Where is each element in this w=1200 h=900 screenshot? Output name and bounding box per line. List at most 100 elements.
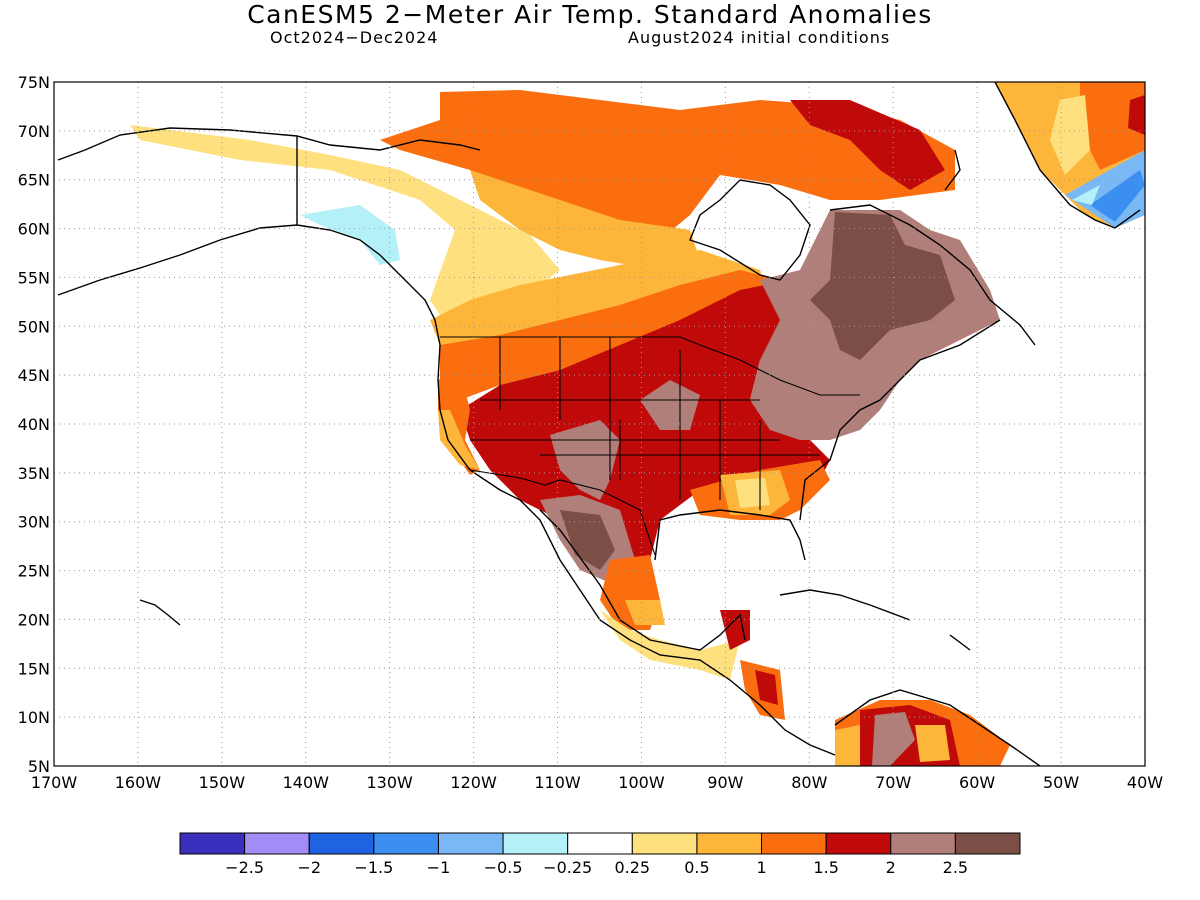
anomaly-region — [835, 725, 860, 766]
anomaly-region — [640, 380, 700, 430]
anomaly-region — [300, 205, 400, 265]
border-us-mexico — [469, 469, 656, 556]
anomaly-region — [1128, 95, 1145, 135]
anomaly-region — [735, 478, 770, 508]
legend-swatch — [373, 832, 439, 855]
coastlines — [57, 82, 1141, 766]
lon-tick-label: 110W — [534, 773, 581, 792]
lon-tick-label: 60W — [959, 773, 995, 792]
legend-label: −2.5 — [225, 858, 264, 877]
lat-tick-label: 50N — [18, 317, 50, 336]
legend-label: −2 — [297, 858, 321, 877]
map-frame — [53, 81, 1146, 767]
coastline-south-america — [834, 689, 1041, 766]
lon-tick-label: 40W — [1127, 773, 1163, 792]
lat-tick-label: 40N — [18, 415, 50, 434]
legend-swatch — [954, 832, 1021, 855]
legend-label: 1 — [756, 858, 766, 877]
anomaly-region — [625, 600, 665, 625]
legend-swatch — [437, 832, 504, 855]
lon-tick-label: 140W — [283, 773, 330, 792]
political-borders — [440, 336, 860, 556]
coastline-labrador — [829, 204, 1036, 346]
anomaly-region — [438, 410, 480, 470]
lat-tick-label: 15N — [18, 659, 50, 678]
lon-tick-label: 160W — [115, 773, 162, 792]
legend-swatch — [244, 832, 310, 855]
lat-tick-label: 10N — [18, 708, 50, 727]
legend-labels: −2.5 −2 −1.5 −1 −0.5 −0.25 0.25 0.5 1 1.5 2 2.5 — [225, 858, 968, 877]
coastline-caribbean — [779, 589, 971, 651]
anomaly-region — [560, 510, 615, 570]
anomaly-region — [130, 125, 560, 330]
legend-label: 2 — [886, 858, 896, 877]
legend-label: 0.25 — [614, 858, 650, 877]
lat-tick-label: 70N — [18, 122, 50, 141]
coastline-hawaii — [139, 599, 181, 626]
anomaly-region — [470, 170, 700, 270]
legend-swatch — [825, 832, 892, 855]
lat-tick-label: 5N — [28, 757, 50, 776]
anomaly-region — [1050, 95, 1090, 175]
legend-swatch — [567, 832, 633, 855]
lat-tick-label: 25N — [18, 562, 50, 581]
lat-tick-label: 20N — [18, 610, 50, 629]
lon-tick-label: 50W — [1043, 773, 1079, 792]
lat-tick-label: 35N — [18, 464, 50, 483]
anomaly-region — [810, 212, 955, 360]
anomaly-region — [1080, 82, 1145, 170]
anomaly-region — [1072, 185, 1100, 205]
legend-swatch — [502, 832, 569, 855]
graticule — [54, 82, 1145, 766]
anomaly-region — [872, 712, 915, 766]
lat-tick-label: 65N — [18, 171, 50, 190]
legend-swatch — [179, 832, 246, 855]
legend-label: −0.5 — [484, 858, 523, 877]
lon-tick-label: 130W — [367, 773, 414, 792]
border-us-canada — [440, 336, 860, 396]
legend-swatch — [696, 832, 763, 855]
legend-label: −1 — [427, 858, 451, 877]
legend-swatch — [308, 832, 375, 855]
lat-tick-label: 55N — [18, 268, 50, 287]
forecast-period: Oct2024−Dec2024 — [270, 28, 439, 47]
anomaly-region — [380, 90, 955, 240]
anomaly-region — [720, 610, 750, 650]
lat-tick-label: 75N — [18, 73, 50, 92]
initial-conditions: August2024 initial conditions — [628, 28, 891, 47]
anomaly-fill-layer — [130, 82, 1145, 766]
anomaly-region — [438, 370, 480, 475]
coastline-west — [409, 284, 836, 756]
legend-label: 1.5 — [813, 858, 838, 877]
lat-tick-label: 45N — [18, 366, 50, 385]
coastline-gulf — [539, 319, 1001, 651]
lat-tick-label: 30N — [18, 513, 50, 532]
lon-tick-label: 120W — [450, 773, 497, 792]
coastline-alaska — [57, 127, 481, 296]
lon-tick-label: 70W — [875, 773, 911, 792]
anomaly-region — [1090, 170, 1145, 222]
map-title: CanESM5 2−Meter Air Temp. Standard Anoma… — [247, 0, 933, 29]
legend-label: −0.25 — [543, 858, 592, 877]
latitude-labels: 75N 70N 65N 60N 55N 50N 45N 40N 35N 30N 25N 20N 15N 1… — [18, 73, 50, 776]
legend-label: 0.5 — [684, 858, 709, 877]
lon-tick-label: 150W — [199, 773, 246, 792]
anomaly-region — [755, 670, 778, 705]
legend-swatch — [890, 832, 956, 855]
lon-tick-label: 170W — [31, 773, 78, 792]
legend-colorbar — [179, 832, 1021, 855]
anomaly-region — [790, 100, 945, 190]
legend-label: −1.5 — [354, 858, 393, 877]
lon-tick-label: 100W — [618, 773, 665, 792]
lon-tick-label: 90W — [707, 773, 743, 792]
coastline-hudson — [689, 179, 811, 281]
coastline-greenland — [944, 82, 1141, 229]
lon-tick-label: 80W — [791, 773, 827, 792]
longitude-labels: 170W 160W 150W 140W 130W 120W 110W 100W 90W 80W 70… — [31, 773, 1163, 792]
legend-swatch — [631, 832, 698, 855]
legend-swatch — [761, 832, 827, 855]
legend-label: 2.5 — [943, 858, 968, 877]
lat-tick-label: 60N — [18, 220, 50, 239]
anomaly-region — [915, 725, 950, 762]
